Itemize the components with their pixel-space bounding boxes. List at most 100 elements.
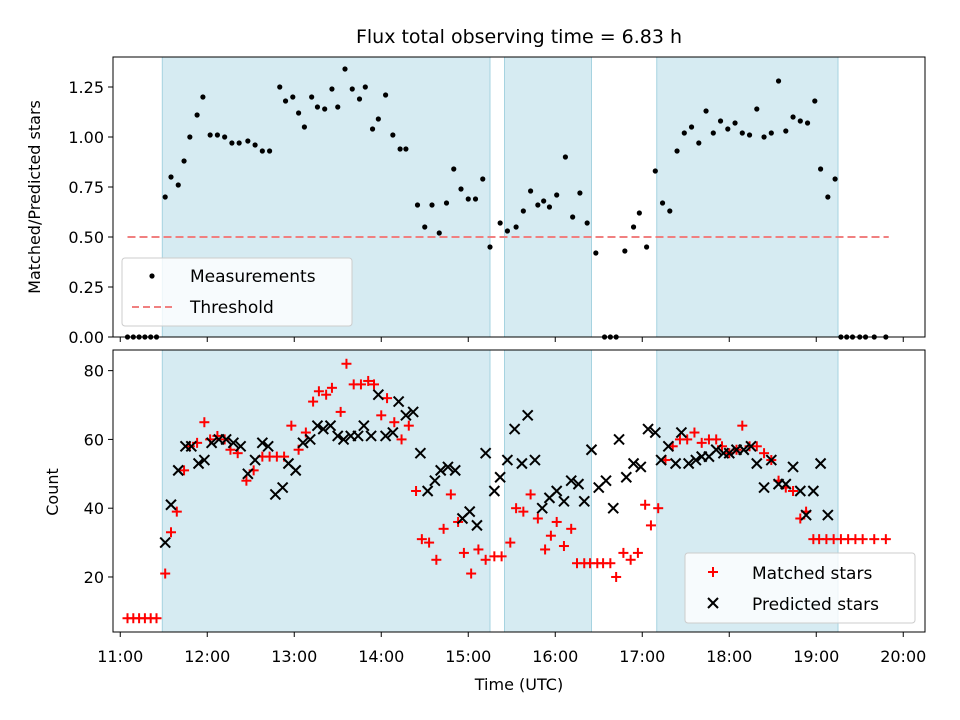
measurement-point — [296, 110, 302, 116]
predicted-star-point — [165, 499, 177, 511]
predicted-star-point — [365, 430, 377, 442]
x-tick-label: 14:00 — [358, 647, 404, 666]
top-y-ticks: 0.00 0.25 0.50 0.75 1.00 1.25 — [68, 78, 113, 347]
legend-label-matched: Matched stars — [752, 564, 872, 584]
matched-star-point — [396, 434, 407, 445]
measurement-point — [436, 230, 442, 236]
predicted-star-point — [529, 454, 541, 466]
predicted-star-point — [449, 464, 461, 477]
top-y-tick-label: 1.25 — [68, 78, 104, 97]
measurement-point — [362, 84, 368, 90]
predicted-star-point — [710, 444, 722, 456]
matched-star-point — [166, 527, 176, 538]
predicted-star-point — [407, 406, 419, 418]
matched-star-point — [566, 523, 577, 534]
measurement-point — [314, 104, 321, 110]
measurement-point — [356, 96, 363, 102]
predicted-star-point — [585, 444, 598, 456]
predicted-star-point — [311, 419, 324, 432]
measurement-point — [746, 132, 753, 138]
predicted-star-point — [297, 437, 309, 449]
measurement-point — [390, 132, 396, 138]
predicted-star-point — [304, 433, 316, 446]
predicted-star-point — [807, 485, 820, 497]
predicted-star-point — [276, 481, 289, 494]
measurement-point — [162, 194, 168, 200]
measurement-point — [535, 202, 541, 208]
matched-star-point — [611, 571, 622, 582]
measurement-point — [768, 130, 774, 136]
measurement-point — [783, 128, 789, 134]
predicted-star-point — [723, 447, 735, 459]
predicted-star-point — [745, 440, 757, 452]
measurement-point — [451, 166, 457, 172]
predicted-star-point — [780, 478, 792, 490]
measurement-point — [825, 194, 831, 200]
bottom-legend-box — [684, 552, 916, 624]
measurement-point — [832, 176, 838, 182]
measurement-point — [309, 94, 315, 100]
shaded-interval-top-2 — [656, 56, 839, 338]
predicted-star-point — [205, 437, 218, 449]
matched-star-point — [199, 417, 210, 428]
matched-star-point — [857, 534, 868, 545]
measurement-point — [775, 78, 782, 84]
measurement-points — [124, 66, 889, 340]
predicted-star-point — [479, 447, 492, 459]
predicted-star-point — [607, 502, 619, 514]
predicted-star-point — [192, 457, 205, 470]
matched-star-point — [445, 489, 456, 500]
measurement-point — [797, 118, 803, 124]
x-tick-label: 16:00 — [532, 647, 578, 666]
matched-star-point — [505, 537, 516, 548]
measurement-point — [630, 224, 637, 230]
measurement-point — [383, 92, 389, 98]
matched-star-point — [605, 558, 616, 569]
matched-star-point — [480, 554, 491, 565]
measurement-point — [584, 220, 590, 226]
measurement-point — [267, 148, 273, 154]
predicted-star-point — [814, 457, 827, 470]
bottom-x-ticks: 11:00 12:00 13:00 14:00 15:00 16:00 17:00 18:00… — [97, 632, 926, 666]
matched-star-point — [711, 434, 722, 445]
top-axes-frame — [112, 56, 926, 338]
predicted-star-point — [794, 485, 807, 497]
legend-label-predicted: Predicted stars — [752, 595, 879, 615]
predicted-star-point — [642, 423, 654, 435]
matched-star-point — [625, 554, 636, 565]
matched-star-point — [431, 554, 442, 565]
matched-star-point — [458, 547, 469, 558]
measurement-point — [652, 168, 658, 174]
measurement-point — [487, 244, 493, 250]
measurement-point — [422, 224, 428, 230]
matched-star-point — [682, 434, 693, 445]
matched-star-point — [869, 534, 880, 545]
matched-star-point — [737, 420, 748, 431]
matched-star-point — [382, 393, 393, 404]
measurement-point — [622, 248, 628, 254]
matched-star-point — [689, 427, 700, 438]
matched-star-point — [540, 544, 551, 555]
shaded-interval-bottom-1 — [504, 349, 592, 633]
bottom-legend: Matched stars Predicted stars — [684, 552, 916, 624]
x-tick-label: 12:00 — [184, 647, 230, 666]
x-tick-label: 15:00 — [445, 647, 491, 666]
measurement-point — [465, 196, 471, 202]
matched-star-point — [551, 516, 562, 527]
measurement-point — [472, 196, 479, 202]
measurement-point — [754, 106, 760, 112]
predicted-star-point — [324, 419, 337, 432]
measurement-point — [375, 116, 381, 122]
matched-star-point — [321, 389, 332, 400]
matched-star-point — [618, 547, 629, 558]
bottom-y-axis-label: Count — [43, 468, 62, 516]
predicted-star-point — [337, 433, 350, 446]
predicted-star-point — [220, 433, 232, 446]
predicted-star-point — [558, 495, 570, 508]
predicted-star-point — [392, 395, 405, 408]
top-y-tick-label: 0.00 — [68, 328, 104, 347]
bottom-y-tick-label: 40 — [84, 499, 104, 518]
x-tick-label: 18:00 — [706, 647, 752, 666]
predicted-star-points — [159, 389, 834, 549]
predicted-star-point — [521, 409, 534, 422]
